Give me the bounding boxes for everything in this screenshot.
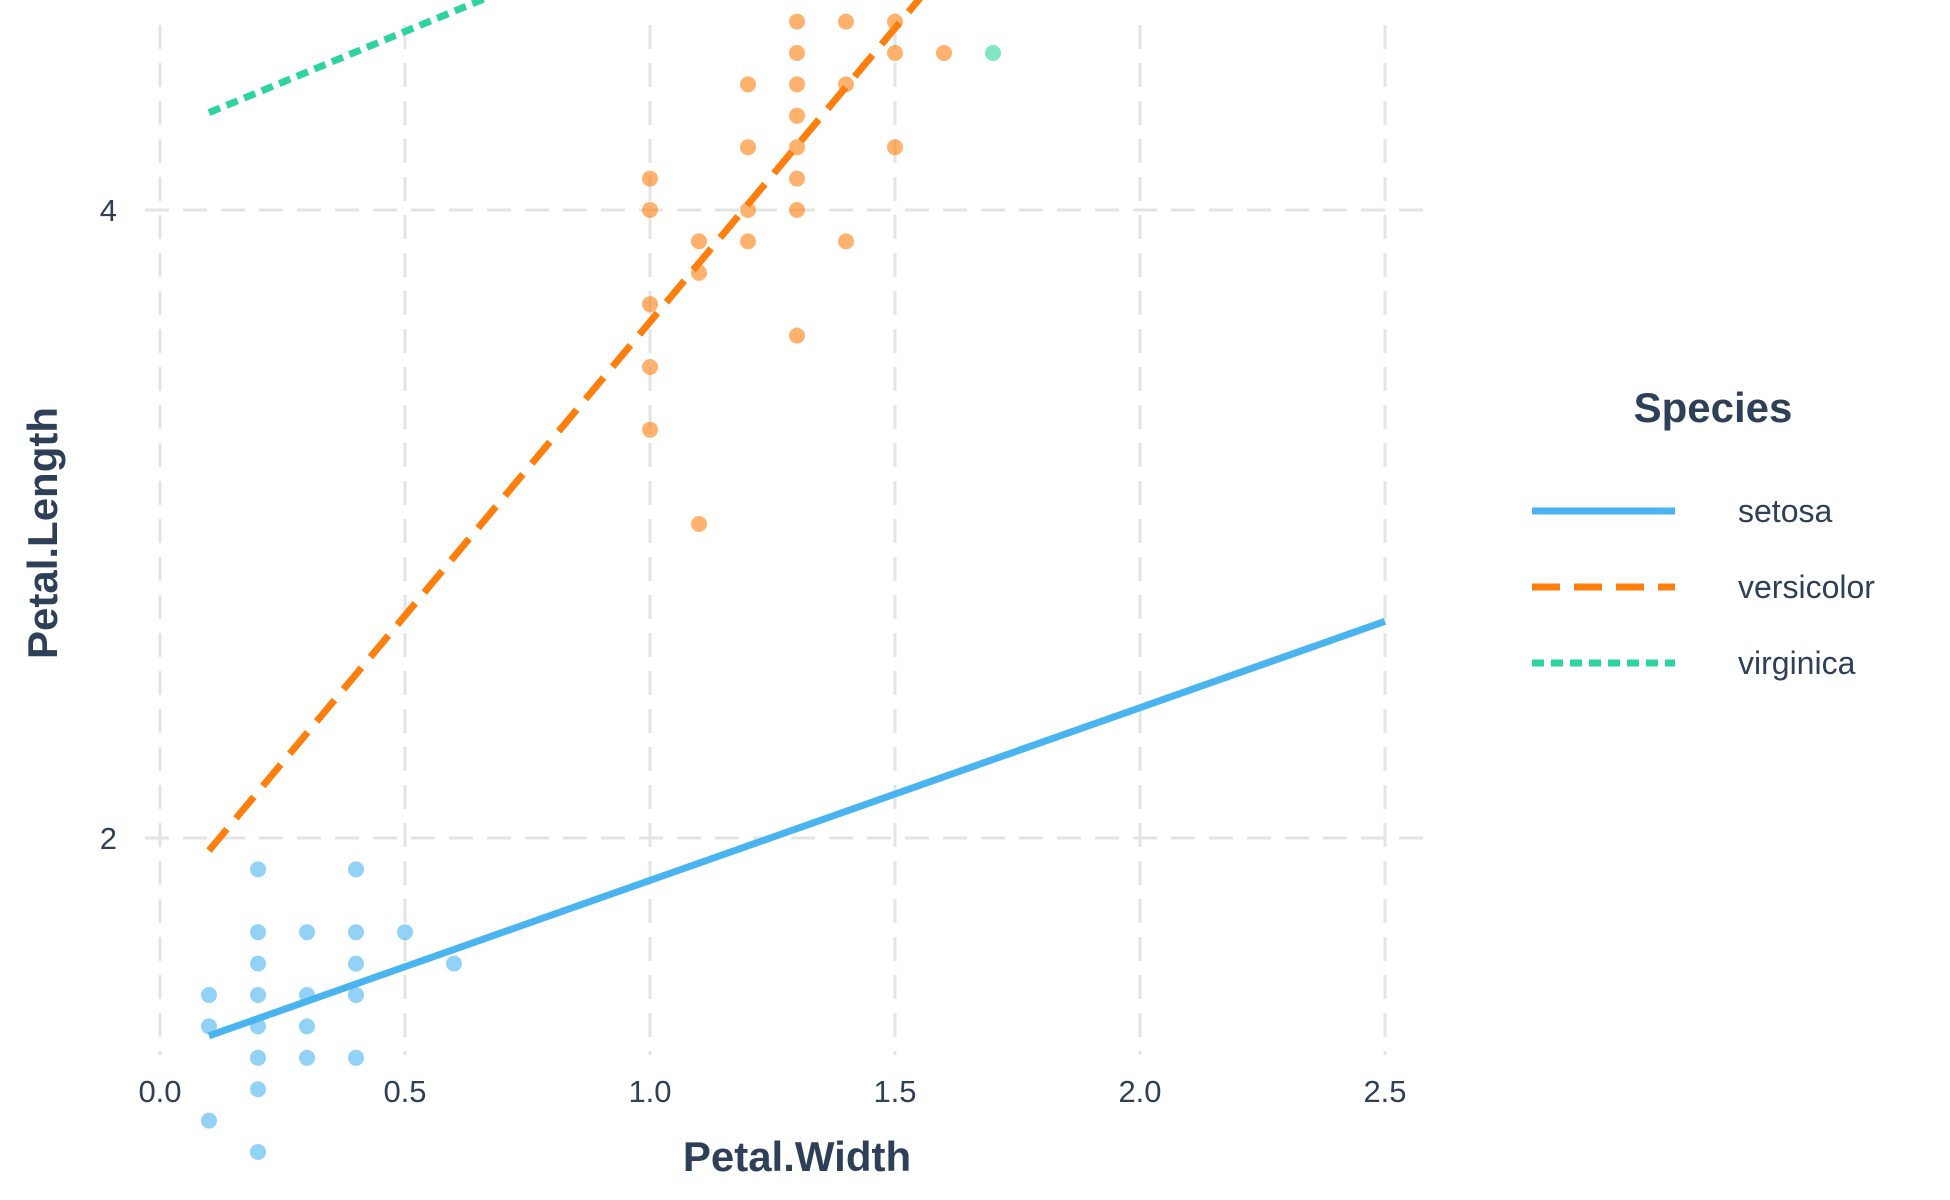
setosa-point [250, 955, 266, 972]
versicolor-point [642, 421, 658, 438]
versicolor-point [642, 170, 658, 187]
versicolor-point [740, 202, 756, 218]
versicolor-point [789, 45, 805, 61]
legend-label-versicolor: versicolor [1738, 569, 1875, 605]
setosa-point [250, 1049, 266, 1066]
fit-lines [206, 0, 1387, 1040]
setosa-point [299, 1049, 315, 1066]
versicolor-point [887, 45, 903, 61]
setosa-point [250, 924, 266, 941]
setosa-point [348, 987, 364, 1003]
versicolor-point [838, 233, 854, 250]
versicolor-point [789, 202, 805, 218]
setosa-point [299, 1018, 315, 1035]
versicolor-point [691, 233, 707, 250]
setosa-point [201, 987, 217, 1003]
x-axis-title: Petal.Width [683, 1133, 911, 1180]
setosa-point [446, 955, 462, 972]
versicolor-point [740, 139, 756, 156]
tick-labels: 0.00.51.01.52.02.5246 [100, 193, 1407, 1109]
setosa-point [348, 955, 364, 972]
versicolor-fit-line [206, 0, 924, 853]
versicolor-point [740, 76, 756, 93]
setosa-point [348, 924, 364, 941]
versicolor-point [838, 13, 854, 30]
y-axis-title: Petal.Length [19, 407, 66, 659]
x-tick-label: 1.0 [628, 1074, 671, 1109]
versicolor-point [789, 139, 805, 156]
x-tick-label: 0.0 [138, 1074, 181, 1109]
setosa-point [250, 1081, 266, 1098]
versicolor-point [936, 45, 952, 61]
versicolor-point [691, 516, 707, 532]
setosa-fit-line [207, 618, 1387, 1040]
setosa-point [250, 987, 266, 1003]
grid [145, 25, 1430, 1055]
virginica-point [985, 45, 1001, 61]
setosa-point [299, 924, 315, 941]
legend-label-virginica: virginica [1738, 645, 1856, 681]
setosa-point [348, 1049, 364, 1066]
legend-title: Species [1634, 384, 1793, 431]
y-tick-label: 2 [100, 821, 117, 856]
versicolor-point [789, 107, 805, 124]
x-tick-label: 0.5 [383, 1074, 426, 1109]
x-tick-label: 1.5 [873, 1074, 916, 1109]
versicolor-point [642, 359, 658, 375]
versicolor-point [789, 170, 805, 187]
versicolor-point [642, 296, 658, 313]
data-points [201, 13, 1001, 1160]
setosa-point [201, 1018, 217, 1035]
versicolor-point [789, 13, 805, 30]
x-tick-label: 2.0 [1118, 1074, 1161, 1109]
virginica-fit-line [207, 0, 491, 116]
versicolor-point [887, 139, 903, 156]
setosa-point [201, 1112, 217, 1129]
versicolor-point [642, 202, 658, 218]
y-tick-label: 4 [100, 193, 117, 228]
versicolor-point [789, 327, 805, 344]
setosa-point [250, 1144, 266, 1160]
setosa-point [397, 924, 413, 941]
legend: Species setosa versicolor virginica [1532, 384, 1875, 681]
setosa-point [250, 861, 266, 878]
legend-label-setosa: setosa [1738, 493, 1832, 529]
versicolor-point [740, 233, 756, 250]
versicolor-point [789, 76, 805, 93]
x-tick-label: 2.5 [1363, 1074, 1406, 1109]
setosa-point [348, 861, 364, 878]
